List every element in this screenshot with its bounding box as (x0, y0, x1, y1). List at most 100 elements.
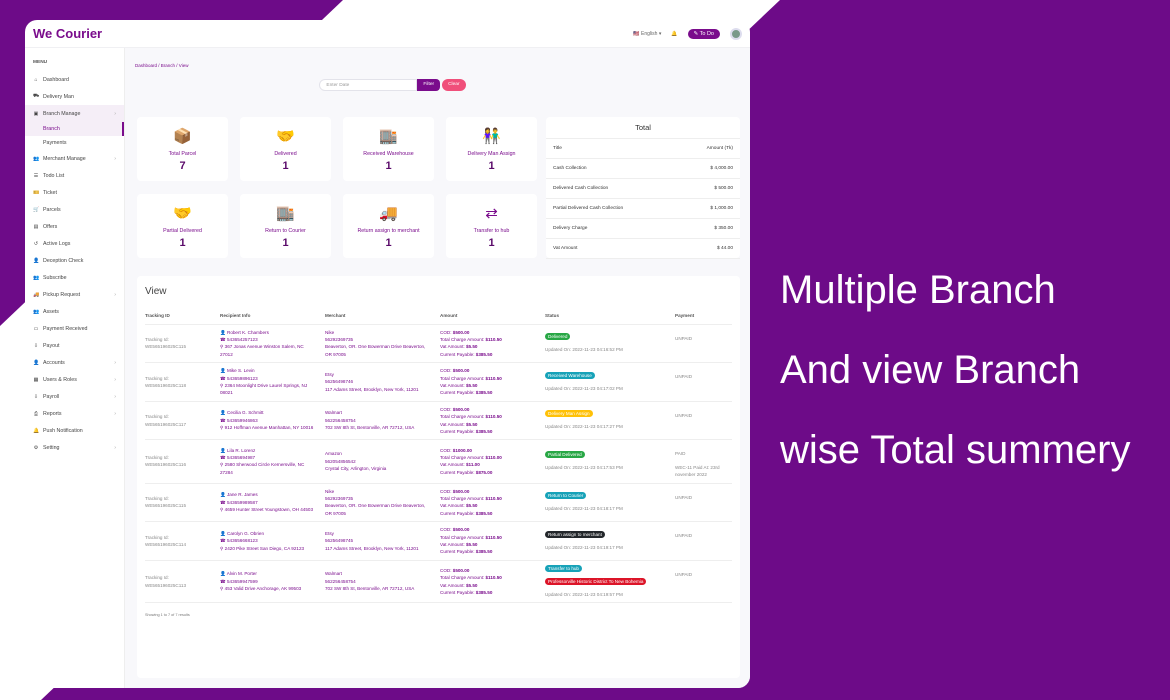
amount-label: COD: (440, 567, 452, 573)
status-cell: Delivery Man Assign Updated On: 2022-11-2… (545, 401, 675, 441)
amount-label: Current Payable: (440, 589, 475, 595)
sidebar-item-payment-received[interactable]: ▭ Payment Received (25, 320, 124, 337)
user-icon: 👤 (220, 530, 227, 536)
map-pin-icon: ⚲ (220, 545, 225, 551)
clear-button[interactable]: Clear (442, 79, 466, 91)
amount-charge: Total Charge Amount: $110.50 (440, 495, 545, 502)
sidebar-subitem-branch[interactable]: Branch (25, 122, 124, 136)
amount-cod: COD: $500.00 (440, 329, 545, 336)
sidebar-item-payroll[interactable]: ⇩ Payroll › (25, 388, 124, 405)
payment-status: PAID (675, 451, 686, 457)
sidebar-item-parcels[interactable]: 🛒 Parcels (25, 201, 124, 218)
sidebar-item-push-notification[interactable]: 🔔 Push Notification (25, 422, 124, 439)
amount-label: Vat Amount: (440, 542, 465, 548)
filter-button[interactable]: Filter (417, 79, 441, 91)
merchant-mphone: 56292369735 (325, 496, 354, 501)
amount-info: COD: $1000.00 Total Charge Amount: $110.0… (440, 439, 545, 484)
sidebar-item-deception-check[interactable]: 👤 Deception Check (25, 252, 124, 269)
total-row: Delivered Cash Collection $ 500.00 (546, 179, 740, 199)
language-select[interactable]: 🇺🇸 English ▾ (633, 30, 662, 37)
total-row: Vat Amount $ 44.00 (546, 239, 740, 259)
payment-cell: UNPAID (675, 483, 732, 523)
sidebar-item-delivery-man[interactable]: ⛟ Delivery Man (25, 88, 124, 105)
amount-payable: Current Payable: $385.50 (440, 589, 545, 596)
updated-on: Updated On: 2022-11-23 04:17:02 PM (545, 385, 623, 391)
status-badge: Received Warehouse (545, 371, 595, 379)
sidebar-item-dashboard[interactable]: ⌂ Dashboard (25, 71, 124, 88)
sidebar-item-branch-manage[interactable]: ▣ Branch Manage › (25, 105, 124, 122)
phone-icon: ☎ (220, 578, 227, 584)
sidebar-item-reports[interactable]: ⎙ Reports › (25, 405, 124, 422)
merchant-info: Etsy 56256498745 117 Adams Street, Brookly… (325, 521, 440, 561)
avatar[interactable] (730, 27, 742, 40)
status-cell: Partial Delivered Updated On: 2022-11-23 … (545, 439, 675, 484)
recipient-address-text: 4659 Hunter Street Youngstown, OH 44503 (224, 507, 314, 513)
sidebar-item-users-roles[interactable]: ▦ Users & Roles › (25, 371, 124, 388)
payment-cell: UNPAID (675, 401, 732, 441)
sidebar-item-offers[interactable]: ▤ Offers (25, 218, 124, 235)
truck-icon: 🚚 (379, 205, 398, 222)
sidebar-item-accounts[interactable]: 👤 Accounts › (25, 354, 124, 371)
amount-value: $110.50 (485, 336, 502, 342)
sidebar-item-todo-list[interactable]: ☰ Todo List (25, 167, 124, 184)
amount-value: $110.50 (485, 496, 502, 501)
sidebar-item-pickup-request[interactable]: 🚚 Pickup Request › (25, 286, 124, 303)
amount-payable: Current Payable: $875.00 (440, 469, 545, 476)
tracking-id[interactable]: Tracking Id: WE565196025C116 (145, 439, 220, 484)
stat-label: Return to Courier (265, 228, 306, 234)
amount-charge: Total Charge Amount: $110.50 (440, 574, 545, 581)
amount-cod: COD: $1000.00 (440, 447, 545, 454)
sidebar-item-label: Delivery Man (43, 93, 74, 100)
amount-charge: Total Charge Amount: $110.50 (440, 534, 545, 541)
recipient-name: 👤 Carolyn G. Obrien (220, 530, 317, 537)
sidebar-item-merchant-manage[interactable]: 👥 Merchant Manage › (25, 150, 124, 167)
amount-payable: Current Payable: $385.50 (440, 389, 545, 396)
sidebar-item-label: Offers (43, 223, 58, 230)
notification-icon[interactable]: 🔔 (671, 30, 678, 37)
recipient-address: ⚲ 2420 Pike Street San Diego, CA 92123 (220, 545, 317, 552)
date-input[interactable]: Enter Date (319, 79, 418, 91)
table-row: Tracking Id: WE565196025C115 👤 Robert K. … (145, 324, 732, 364)
sidebar-item-ticket[interactable]: 🎫 Ticket (25, 184, 124, 201)
amount-cod: COD: $500.00 (440, 367, 545, 374)
recipient-phone: ☎ 54365694987 (220, 454, 317, 461)
sidebar-subitem-payments[interactable]: Payments (43, 140, 67, 146)
user-icon: 👤 (220, 492, 227, 498)
todo-button[interactable]: ✎ To Do (687, 28, 720, 39)
sidebar-item-payout[interactable]: ⇩ Payout (25, 337, 124, 354)
amount-vat: Vat Amount: $5.50 (440, 502, 545, 509)
sidebar-item-label: Todo List (43, 172, 65, 179)
sidebar-item-label: Active Logs (43, 240, 71, 247)
tracking-id[interactable]: Tracking Id: WE565196025C118 (145, 362, 220, 402)
sidebar-item-assets[interactable]: 👥 Assets (25, 303, 124, 320)
amount-label: Vat Amount: (440, 462, 465, 468)
amount-payable: Current Payable: $385.50 (440, 548, 545, 555)
status-badge: Delivered (545, 333, 571, 341)
sidebar-item-active-logs[interactable]: ↺ Active Logs (25, 235, 124, 252)
stat-label: Delivered (274, 151, 297, 157)
tracking-id[interactable]: Tracking Id: WE565196025C113 (145, 560, 220, 604)
cart-icon: 🛒 (33, 206, 40, 213)
promo-line: And view Branch (780, 348, 1081, 392)
user-check-icon: 👤 (33, 257, 40, 264)
stats-grid: 📦 Total Parcel 7 🤝 Delivered 1 🏬 Received Wareh… (137, 117, 537, 258)
tracking-id[interactable]: Tracking Id: WE565196025C117 (145, 401, 220, 441)
sidebar-item-subscribe[interactable]: 👥 Subscribe (25, 269, 124, 286)
status-badge: Return assign to merchant (545, 530, 605, 538)
sidebar-item-setting[interactable]: ⚙ Setting › (25, 439, 124, 456)
user-icon: 👤 (220, 329, 227, 335)
tracking-id[interactable]: Tracking Id: WE565196025C115 (145, 324, 220, 364)
logo[interactable]: We Courier (33, 26, 103, 41)
payment-status: UNPAID (675, 571, 693, 577)
payment-cell: UNPAID (675, 362, 732, 402)
total-header: Title Amount (Tk) (546, 139, 740, 159)
amount-vat: Vat Amount: $5.50 (440, 382, 545, 389)
merchant-mphone: 56256498746 (325, 379, 354, 385)
tracking-id[interactable]: Tracking Id: WE565196025C115 (145, 483, 220, 523)
breadcrumb[interactable]: Dashboard / Branch / View (135, 63, 189, 68)
sidebar-item-label: Parcels (43, 206, 61, 213)
stat-label: Received Warehouse (363, 151, 414, 157)
title-header: Title (553, 146, 562, 151)
tracking-id[interactable]: Tracking Id: WE565196025C114 (145, 521, 220, 561)
pagination-info: Showing 1 to 7 of 7 results (145, 613, 190, 618)
